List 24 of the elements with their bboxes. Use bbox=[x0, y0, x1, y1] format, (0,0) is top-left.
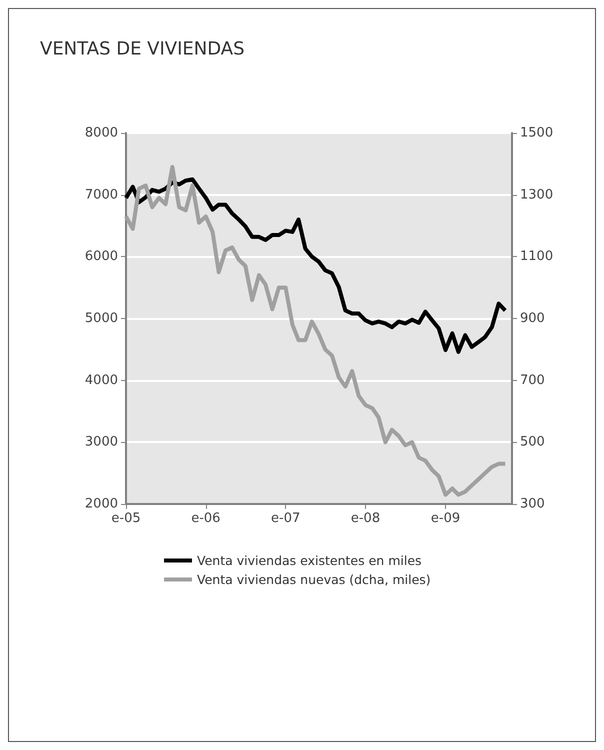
y-tick-label: 6000 bbox=[84, 249, 118, 264]
y2-tick-label: 700 bbox=[520, 372, 545, 388]
legend-label: Venta viviendas nuevas (dcha, miles) bbox=[197, 572, 431, 587]
y2-tick-label: 1500 bbox=[520, 126, 554, 140]
y2-tick-label: 500 bbox=[520, 434, 545, 450]
y2-tick-label: 1100 bbox=[520, 249, 554, 264]
y2-tick-label: 900 bbox=[520, 311, 545, 326]
y2-tick-label: 300 bbox=[520, 496, 545, 512]
y-tick-label: 2000 bbox=[84, 496, 118, 512]
line-series bbox=[124, 177, 508, 354]
x-tick-label: e-08 bbox=[350, 511, 380, 526]
y-tick-label: 3000 bbox=[84, 434, 118, 450]
y-tick-label: 8000 bbox=[84, 126, 118, 140]
line-series bbox=[124, 165, 508, 497]
x-tick-label: e-06 bbox=[191, 511, 220, 526]
x-tick-label: e-07 bbox=[271, 511, 300, 526]
y-tick-label: 7000 bbox=[84, 187, 118, 202]
y2-tick-label: 1300 bbox=[520, 187, 554, 202]
y-tick-label: 5000 bbox=[84, 311, 118, 326]
y-tick-label: 4000 bbox=[84, 372, 118, 388]
x-tick-label: e-09 bbox=[430, 511, 460, 526]
legend-label: Venta viviendas existentes en miles bbox=[197, 553, 422, 568]
chart-title: VENTAS DE VIVIENDAS bbox=[40, 38, 245, 60]
x-tick-label: e-05 bbox=[111, 511, 141, 526]
